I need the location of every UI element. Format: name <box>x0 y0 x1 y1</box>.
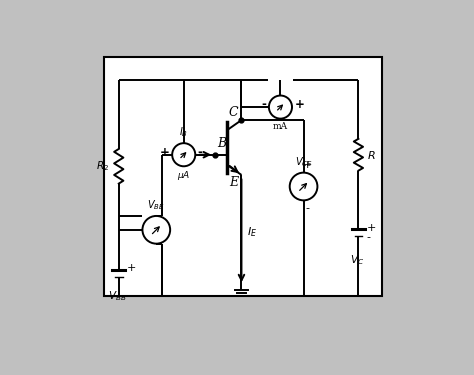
Circle shape <box>172 143 195 166</box>
Text: E: E <box>229 176 238 189</box>
Text: $I_B$: $I_B$ <box>179 126 188 140</box>
Text: +: + <box>302 160 312 170</box>
Text: -: - <box>198 146 202 159</box>
Text: $R_2$: $R_2$ <box>97 159 109 173</box>
Text: $V_{BB}$: $V_{BB}$ <box>108 289 127 303</box>
Text: $I_E$: $I_E$ <box>246 225 257 239</box>
Text: +: + <box>294 98 304 111</box>
Text: $\mu A$: $\mu A$ <box>177 169 191 182</box>
Circle shape <box>143 216 170 244</box>
FancyBboxPatch shape <box>104 57 382 296</box>
Text: mA: mA <box>273 122 288 130</box>
Circle shape <box>290 172 318 200</box>
Text: +: + <box>127 264 136 273</box>
Text: $V_{CE}$: $V_{CE}$ <box>295 155 312 169</box>
Text: -: - <box>366 232 371 242</box>
Text: $V_{BE}$: $V_{BE}$ <box>147 198 165 212</box>
Text: $R$: $R$ <box>366 149 375 161</box>
Text: C: C <box>228 106 238 118</box>
Text: $V_C$: $V_C$ <box>350 253 364 267</box>
Text: +: + <box>366 223 376 233</box>
Text: -: - <box>305 202 309 213</box>
Text: -: - <box>262 98 266 111</box>
Text: B: B <box>217 136 227 150</box>
Circle shape <box>269 96 292 118</box>
Text: +: + <box>160 146 170 159</box>
